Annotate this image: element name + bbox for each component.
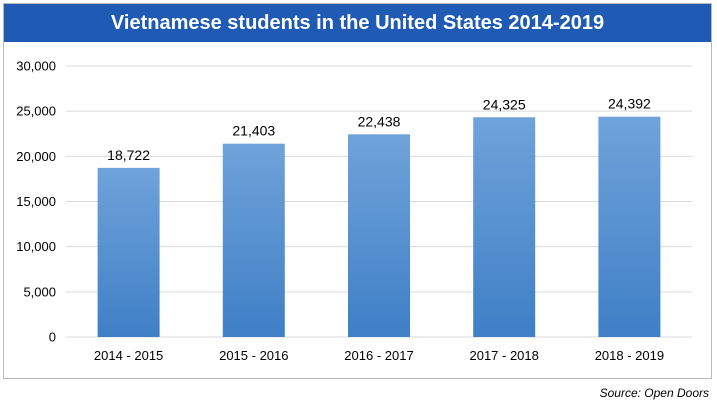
source-note: Source: Open Doors [599, 386, 709, 400]
data-label: 24,392 [608, 96, 651, 112]
x-tick-label: 2018 - 2019 [595, 348, 664, 363]
x-tick-label: 2016 - 2017 [344, 348, 413, 363]
y-tick-label: 20,000 [16, 149, 56, 164]
bar [348, 134, 410, 337]
bar [473, 117, 536, 338]
data-label: 21,403 [232, 123, 275, 139]
y-tick-label: 25,000 [16, 104, 56, 119]
data-label: 24,325 [483, 96, 526, 112]
y-tick-label: 30,000 [16, 59, 56, 74]
bar [222, 143, 285, 337]
x-tick-label: 2014 - 2015 [94, 348, 163, 363]
x-tick-label: 2017 - 2018 [469, 348, 538, 363]
chart-title: Vietnamese students in the United States… [4, 4, 711, 42]
y-tick-label: 5,000 [23, 284, 56, 299]
y-tick-label: 10,000 [16, 239, 56, 254]
data-label: 18,722 [107, 147, 150, 163]
y-tick-label: 0 [49, 330, 56, 345]
bar [97, 167, 160, 337]
x-tick-label: 2015 - 2016 [219, 348, 288, 363]
data-label: 22,438 [358, 113, 401, 129]
bar [598, 116, 661, 337]
y-tick-label: 15,000 [16, 194, 56, 209]
